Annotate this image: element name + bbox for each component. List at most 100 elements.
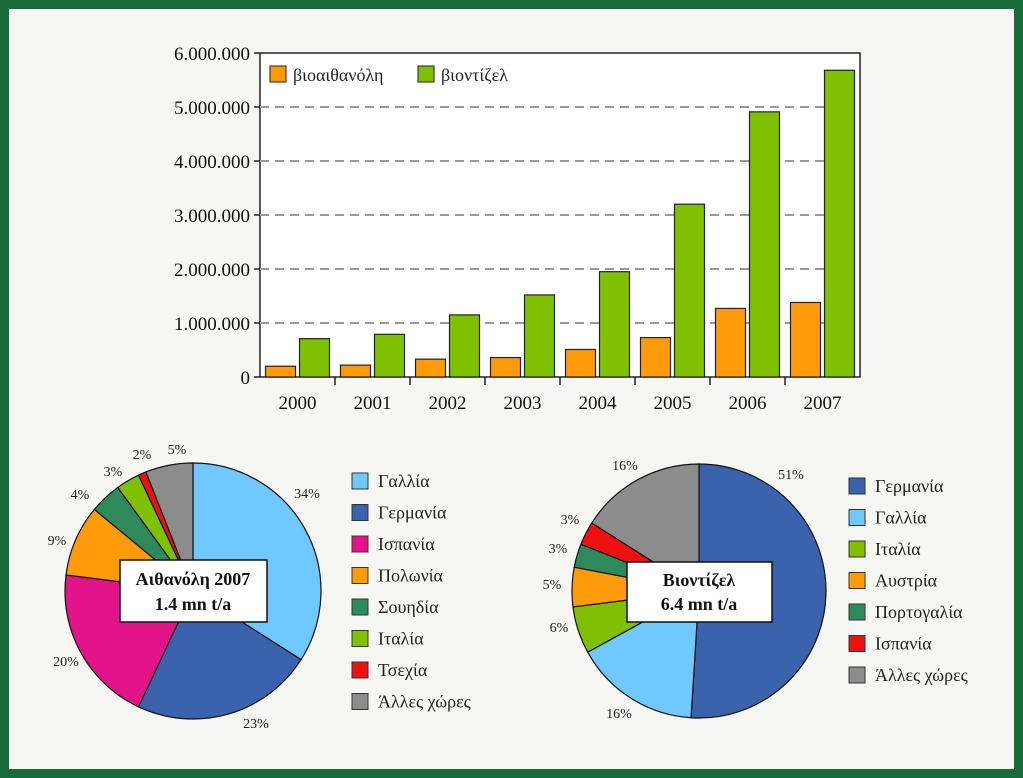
bar-y-axis: 0 1.000.000 2.000.000 3.000.000 4.000.000 5.0… bbox=[174, 44, 260, 389]
bar-marks bbox=[264, 69, 856, 378]
legend-swatch bbox=[848, 509, 866, 526]
bar-legend: βιοαιθανόλη βιοντίζελ bbox=[269, 65, 508, 85]
legend-label: Τσεχία bbox=[378, 660, 428, 680]
biodiesel-pie-title: Βιοντίζελ bbox=[663, 570, 736, 590]
x-tick-label: 2006 bbox=[729, 393, 767, 414]
x-tick-label: 2002 bbox=[429, 393, 467, 414]
legend-swatch bbox=[848, 572, 866, 589]
pie-percent-label: 9% bbox=[48, 534, 67, 549]
y-tick-label: 4.000.000 bbox=[174, 152, 250, 173]
y-tick-label: 1.000.000 bbox=[174, 314, 250, 335]
legend-label: Άλλες χώρες bbox=[378, 692, 471, 712]
x-tick-label: 2007 bbox=[804, 393, 842, 414]
bar bbox=[823, 69, 856, 378]
legend-swatch bbox=[848, 540, 866, 558]
ethanol-pie-title-box bbox=[119, 559, 268, 623]
biodiesel-pie-chart: 51% 16% 6% 5% 3% 3% 16% Βιοντίζελ 6.4 mn t/a Γ… bbox=[543, 459, 968, 722]
bar bbox=[673, 203, 706, 378]
ethanol-pie-subtitle: 1.4 mn t/a bbox=[155, 594, 232, 614]
y-tick-label: 6.000.000 bbox=[174, 44, 250, 65]
legend-swatch bbox=[351, 472, 369, 490]
legend-swatch bbox=[848, 635, 866, 652]
pie-percent-label: 23% bbox=[243, 717, 269, 732]
legend-swatch bbox=[351, 661, 369, 679]
biodiesel-pie-title-box bbox=[626, 561, 773, 623]
pie-percent-label: 3% bbox=[549, 542, 568, 557]
bar bbox=[264, 365, 297, 378]
pie-percent-label: 5% bbox=[543, 578, 562, 593]
legend-label-biodiesel: βιοντίζελ bbox=[441, 65, 508, 85]
pie-percent-label: 4% bbox=[71, 488, 90, 503]
legend-label: Γαλλία bbox=[378, 471, 430, 491]
legend-swatch bbox=[351, 504, 369, 521]
legend-swatch-biodiesel bbox=[417, 65, 435, 83]
bar bbox=[414, 358, 447, 378]
x-tick-label: 2005 bbox=[654, 393, 692, 414]
legend-swatch bbox=[351, 598, 369, 616]
pie-slice bbox=[145, 462, 194, 592]
biodiesel-pie-legend: Γερμανία Γαλλία Ιταλία Αυστρία Πορτογαλία Ισπ… bbox=[848, 476, 968, 685]
legend-swatch bbox=[848, 477, 866, 495]
ethanol-pie-title: Αιθανόλη 2007 bbox=[136, 569, 251, 589]
y-tick-label: 0 bbox=[241, 368, 251, 389]
y-tick-label: 3.000.000 bbox=[174, 206, 250, 227]
legend-label-bioethanol: βιοαιθανόλη bbox=[293, 65, 383, 85]
pie-percent-label: 3% bbox=[104, 465, 123, 480]
x-tick-label: 2001 bbox=[354, 393, 392, 414]
bar bbox=[373, 333, 406, 378]
legend-label: Ισπανία bbox=[875, 634, 932, 654]
legend-label: Γερμανία bbox=[378, 503, 447, 523]
legend-swatch bbox=[351, 630, 369, 647]
legend-swatch bbox=[351, 567, 369, 584]
y-tick-label: 2.000.000 bbox=[174, 260, 250, 281]
ethanol-pie-legend: Γαλλία Γερμανία Ισπανία Πολωνία Σουηδία Ιταλί… bbox=[351, 471, 471, 712]
pie-percent-label: 3% bbox=[561, 513, 580, 528]
legend-label: Γερμανία bbox=[875, 476, 944, 496]
pie-slice bbox=[137, 590, 302, 720]
y-tick-label: 5.000.000 bbox=[174, 98, 250, 119]
bar bbox=[748, 111, 781, 378]
bar-chart: 0 1.000.000 2.000.000 3.000.000 4.000.000 5.0… bbox=[174, 44, 861, 414]
legend-swatch bbox=[351, 535, 369, 553]
legend-swatch bbox=[848, 603, 866, 621]
ethanol-pie-labels: 34% 23% 20% 9% 4% 3% 2% 5% bbox=[48, 443, 321, 732]
legend-swatch bbox=[351, 693, 369, 710]
biodiesel-pie-labels: 51% 16% 6% 5% 3% 3% 16% bbox=[543, 459, 805, 722]
pie-percent-label: 34% bbox=[294, 487, 320, 502]
bar bbox=[339, 364, 372, 378]
pie-percent-label: 16% bbox=[606, 707, 632, 722]
bar bbox=[598, 271, 631, 378]
ethanol-pie-chart: 34% 23% 20% 9% 4% 3% 2% 5% Αιθανόλη 2007 1.4 mn… bbox=[48, 443, 471, 732]
pie-percent-label: 6% bbox=[550, 621, 569, 636]
pie-percent-label: 20% bbox=[53, 655, 79, 670]
legend-label: Ιταλία bbox=[875, 539, 921, 559]
bar bbox=[523, 294, 556, 378]
biodiesel-pie-subtitle: 6.4 mn t/a bbox=[661, 594, 738, 614]
legend-swatch bbox=[848, 666, 866, 684]
legend-label: Σουηδία bbox=[378, 597, 439, 617]
bar bbox=[789, 301, 822, 378]
pie-percent-label: 16% bbox=[612, 459, 638, 474]
legend-label: Πορτογαλία bbox=[875, 602, 963, 622]
bar-x-axis: 2000 2001 2002 2003 2004 2005 2006 2007 bbox=[279, 377, 842, 414]
pie-percent-label: 2% bbox=[133, 448, 152, 463]
x-tick-label: 2004 bbox=[579, 393, 618, 414]
pie-slice bbox=[590, 463, 700, 593]
bar bbox=[298, 338, 331, 378]
bar bbox=[639, 336, 672, 378]
legend-label: Άλλες χώρες bbox=[875, 665, 968, 685]
bar bbox=[489, 356, 522, 378]
x-tick-label: 2000 bbox=[279, 393, 317, 414]
legend-label: Πολωνία bbox=[378, 566, 444, 586]
x-tick-label: 2003 bbox=[504, 393, 542, 414]
pie-percent-label: 51% bbox=[778, 468, 804, 483]
pie-percent-label: 5% bbox=[168, 443, 187, 458]
legend-label: Ισπανία bbox=[378, 534, 435, 554]
bar bbox=[448, 314, 481, 378]
legend-swatch-bioethanol bbox=[269, 65, 287, 83]
legend-label: Γαλλία bbox=[875, 508, 927, 528]
legend-label: Ιταλία bbox=[378, 629, 424, 649]
legend-label: Αυστρία bbox=[875, 571, 938, 591]
bar bbox=[714, 307, 747, 378]
